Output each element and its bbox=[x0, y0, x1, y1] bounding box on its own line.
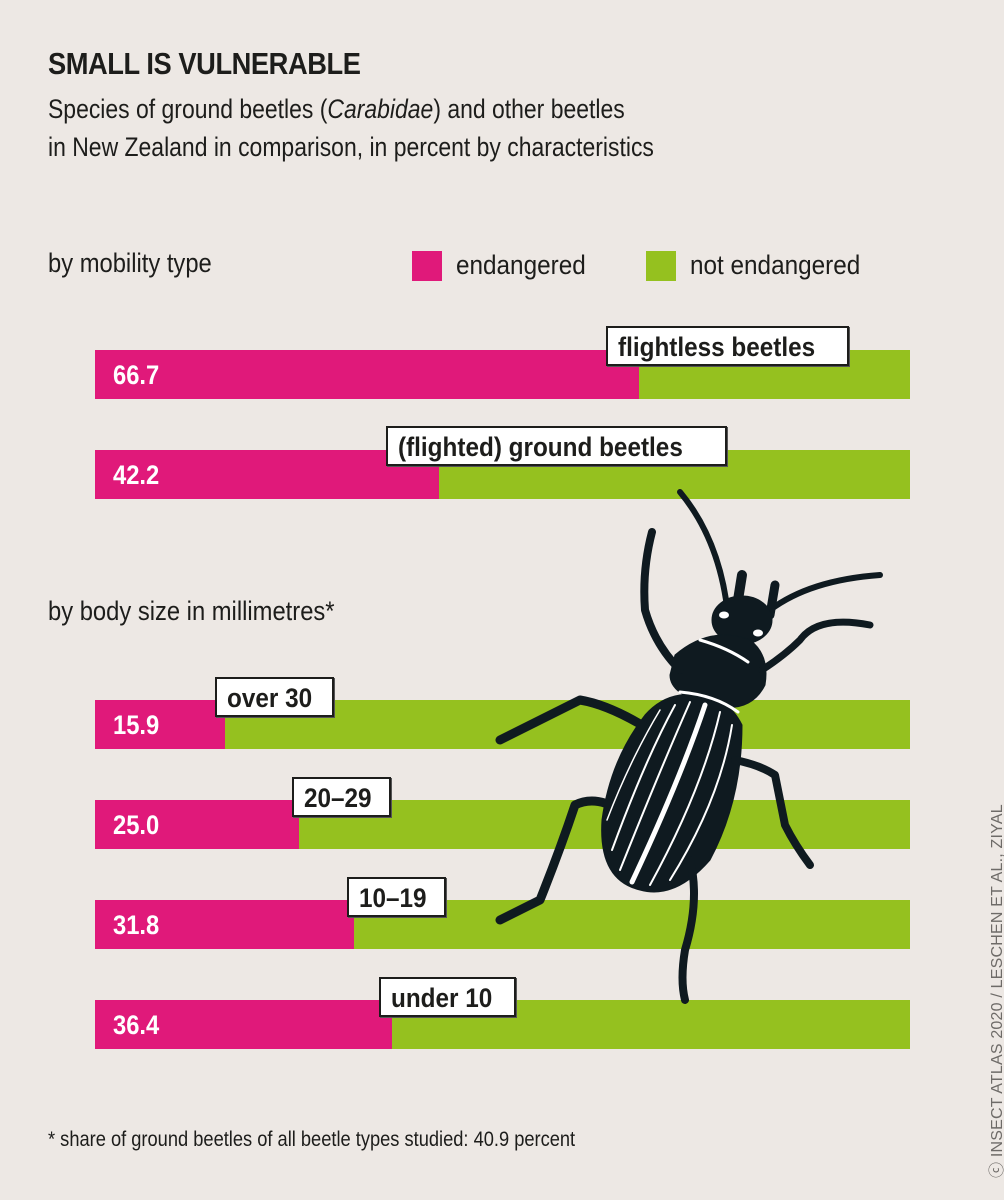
bar-10-19: 31.8 bbox=[95, 900, 910, 949]
bar-value: 66.7 bbox=[113, 360, 160, 390]
bar-value: 31.8 bbox=[113, 910, 160, 940]
legend-label-endangered: endangered bbox=[456, 250, 586, 280]
legend-label-not-endangered: not endangered bbox=[690, 250, 861, 280]
bar-category-tag: flightless beetles bbox=[606, 326, 850, 366]
legend-item-endangered: endangered bbox=[412, 250, 600, 281]
bar-segment-endangered: 31.8 bbox=[95, 900, 355, 949]
chart-title: SMALL IS VULNERABLE bbox=[48, 46, 361, 81]
legend-item-not-endangered: not endangered bbox=[646, 250, 879, 281]
footnote: * share of ground beetles of all beetle … bbox=[48, 1128, 576, 1151]
subtitle-italic: Carabidae bbox=[327, 94, 434, 124]
bar-category-tag: 10–19 bbox=[347, 877, 447, 917]
swatch-not-endangered bbox=[646, 250, 677, 281]
bar-value: 25.0 bbox=[113, 810, 160, 840]
bar-value: 42.2 bbox=[113, 460, 160, 490]
chart-subtitle: Species of ground beetles (Carabidae) an… bbox=[48, 90, 654, 166]
subtitle-suffix: ) and other beetles bbox=[433, 94, 625, 124]
bar-category-tag: (flighted) ground beetles bbox=[386, 426, 727, 466]
bar-value: 15.9 bbox=[113, 710, 160, 740]
section-label-size: by body size in millimetres* bbox=[48, 596, 335, 626]
bar-value: 36.4 bbox=[113, 1010, 160, 1040]
subtitle-line2: in New Zealand in comparison, in percent… bbox=[48, 132, 654, 162]
bar-segment-endangered: 36.4 bbox=[95, 1000, 392, 1049]
legend: endangered not endangered bbox=[412, 250, 925, 281]
bar-category-tag: over 30 bbox=[215, 677, 334, 717]
swatch-endangered bbox=[412, 250, 442, 281]
bar-segment-not-endangered bbox=[354, 900, 910, 949]
bar-category-tag: 20–29 bbox=[292, 777, 392, 817]
beetle-illustration-icon bbox=[495, 489, 883, 1004]
bar-category-tag: under 10 bbox=[379, 977, 516, 1017]
source-credit: ⓒ INSECT ATLAS 2020 / LESCHEN ET AL., ZI… bbox=[989, 804, 1004, 1178]
bar-segment-endangered: 66.7 bbox=[95, 350, 639, 399]
bar-segment-endangered: 25.0 bbox=[95, 800, 299, 849]
bar-segment-endangered: 42.2 bbox=[95, 450, 439, 499]
bar-under-10: 36.4 bbox=[95, 1000, 910, 1049]
subtitle-prefix: Species of ground beetles ( bbox=[48, 94, 328, 124]
bar-segment-endangered: 15.9 bbox=[95, 700, 225, 749]
section-label-mobility: by mobility type bbox=[48, 248, 212, 278]
